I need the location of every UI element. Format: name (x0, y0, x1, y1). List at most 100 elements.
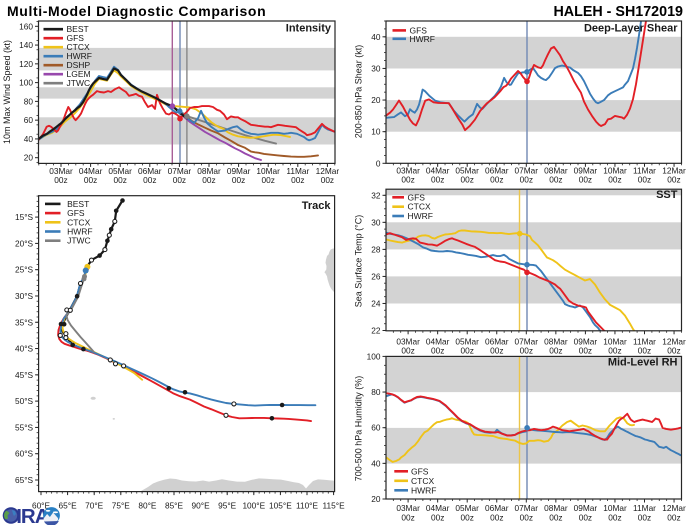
svg-text:DSHP: DSHP (67, 60, 91, 70)
svg-text:20: 20 (371, 494, 381, 504)
svg-text:00z: 00z (667, 345, 680, 355)
svg-text:09Mar: 09Mar (574, 166, 598, 176)
svg-text:CTCX: CTCX (67, 217, 90, 227)
svg-text:Mid-Level RH: Mid-Level RH (608, 356, 678, 368)
svg-text:00z: 00z (490, 345, 503, 355)
svg-text:55°S: 55°S (15, 422, 34, 432)
svg-text:00z: 00z (638, 175, 651, 185)
svg-text:00z: 00z (114, 175, 127, 185)
svg-text:00z: 00z (490, 512, 503, 522)
svg-text:JTWC: JTWC (67, 78, 91, 88)
svg-text:Intensity: Intensity (286, 23, 332, 35)
svg-text:00z: 00z (490, 175, 503, 185)
svg-text:60°E: 60°E (32, 501, 51, 511)
svg-text:00z: 00z (54, 175, 67, 185)
svg-text:00z: 00z (638, 512, 651, 522)
svg-text:06Mar: 06Mar (138, 166, 162, 176)
svg-text:07Mar: 07Mar (515, 503, 539, 513)
svg-text:GFS: GFS (67, 208, 85, 218)
svg-text:0: 0 (376, 158, 381, 168)
svg-text:24: 24 (371, 299, 381, 309)
svg-text:12Mar: 12Mar (662, 503, 686, 513)
svg-text:10: 10 (371, 127, 381, 137)
svg-text:03Mar: 03Mar (396, 336, 420, 346)
svg-text:BEST: BEST (67, 199, 89, 209)
svg-text:09Mar: 09Mar (574, 503, 598, 513)
svg-text:00z: 00z (431, 512, 444, 522)
svg-text:04Mar: 04Mar (426, 336, 450, 346)
svg-text:00z: 00z (173, 175, 186, 185)
svg-text:12Mar: 12Mar (316, 166, 340, 176)
svg-text:05Mar: 05Mar (455, 336, 479, 346)
svg-text:05Mar: 05Mar (455, 166, 479, 176)
svg-text:Deep-Layer Shear: Deep-Layer Shear (584, 23, 678, 35)
svg-text:09Mar: 09Mar (574, 336, 598, 346)
svg-text:07Mar: 07Mar (515, 336, 539, 346)
svg-text:22: 22 (371, 326, 381, 336)
svg-text:00z: 00z (667, 512, 680, 522)
svg-text:03Mar: 03Mar (396, 166, 420, 176)
svg-text:30: 30 (371, 63, 381, 73)
svg-text:00z: 00z (401, 345, 414, 355)
svg-text:10m Max Wind Speed (kt): 10m Max Wind Speed (kt) (2, 40, 12, 144)
svg-text:08Mar: 08Mar (544, 166, 568, 176)
svg-text:04Mar: 04Mar (79, 166, 103, 176)
svg-text:80: 80 (371, 387, 381, 397)
svg-text:60: 60 (371, 423, 381, 433)
svg-text:06Mar: 06Mar (485, 503, 509, 513)
svg-text:85°E: 85°E (165, 501, 184, 511)
svg-text:100: 100 (367, 351, 381, 361)
svg-text:20: 20 (371, 95, 381, 105)
svg-text:65°S: 65°S (15, 475, 34, 485)
svg-text:00z: 00z (232, 175, 245, 185)
svg-text:07Mar: 07Mar (168, 166, 192, 176)
svg-text:12Mar: 12Mar (662, 336, 686, 346)
svg-text:10Mar: 10Mar (603, 503, 627, 513)
svg-text:05Mar: 05Mar (108, 166, 132, 176)
svg-text:HWRF: HWRF (408, 211, 434, 221)
svg-text:70°E: 70°E (85, 501, 104, 511)
svg-text:28: 28 (371, 244, 381, 254)
svg-text:10Mar: 10Mar (603, 336, 627, 346)
svg-text:06Mar: 06Mar (485, 166, 509, 176)
svg-text:00z: 00z (321, 175, 334, 185)
svg-text:140: 140 (19, 40, 33, 50)
svg-text:80°E: 80°E (138, 501, 157, 511)
svg-text:60°S: 60°S (15, 449, 34, 459)
svg-text:Track: Track (302, 200, 332, 212)
svg-text:00z: 00z (549, 345, 562, 355)
svg-text:00z: 00z (520, 345, 533, 355)
svg-text:40: 40 (371, 458, 381, 468)
svg-text:200-850 hPa Shear (kt): 200-850 hPa Shear (kt) (354, 45, 364, 139)
svg-text:65°E: 65°E (59, 501, 78, 511)
svg-text:LGEM: LGEM (67, 69, 91, 79)
svg-text:HWRF: HWRF (410, 34, 436, 44)
svg-text:HWRF: HWRF (67, 227, 93, 237)
svg-text:00z: 00z (431, 175, 444, 185)
svg-text:00z: 00z (461, 345, 474, 355)
svg-text:00z: 00z (608, 345, 621, 355)
svg-text:07Mar: 07Mar (515, 166, 539, 176)
svg-text:40°S: 40°S (15, 344, 34, 354)
svg-text:00z: 00z (579, 345, 592, 355)
svg-text:00z: 00z (291, 175, 304, 185)
svg-text:11Mar: 11Mar (633, 166, 656, 176)
svg-text:20: 20 (24, 153, 34, 163)
svg-text:00z: 00z (431, 345, 444, 355)
svg-text:00z: 00z (262, 175, 275, 185)
svg-text:GFS: GFS (410, 25, 428, 35)
svg-text:00z: 00z (401, 175, 414, 185)
svg-text:00z: 00z (84, 175, 97, 185)
svg-text:Multi-Model Diagnostic Compari: Multi-Model Diagnostic Comparison (7, 3, 266, 19)
svg-text:03Mar: 03Mar (396, 503, 420, 513)
svg-text:03Mar: 03Mar (49, 166, 73, 176)
svg-text:10Mar: 10Mar (256, 166, 280, 176)
svg-text:40: 40 (24, 134, 34, 144)
svg-text:06Mar: 06Mar (485, 336, 509, 346)
svg-text:95°E: 95°E (218, 501, 237, 511)
svg-text:50°S: 50°S (15, 396, 34, 406)
svg-text:BEST: BEST (67, 24, 89, 34)
svg-text:35°S: 35°S (15, 317, 34, 327)
svg-text:HWRF: HWRF (411, 485, 437, 495)
svg-text:11Mar: 11Mar (633, 336, 656, 346)
